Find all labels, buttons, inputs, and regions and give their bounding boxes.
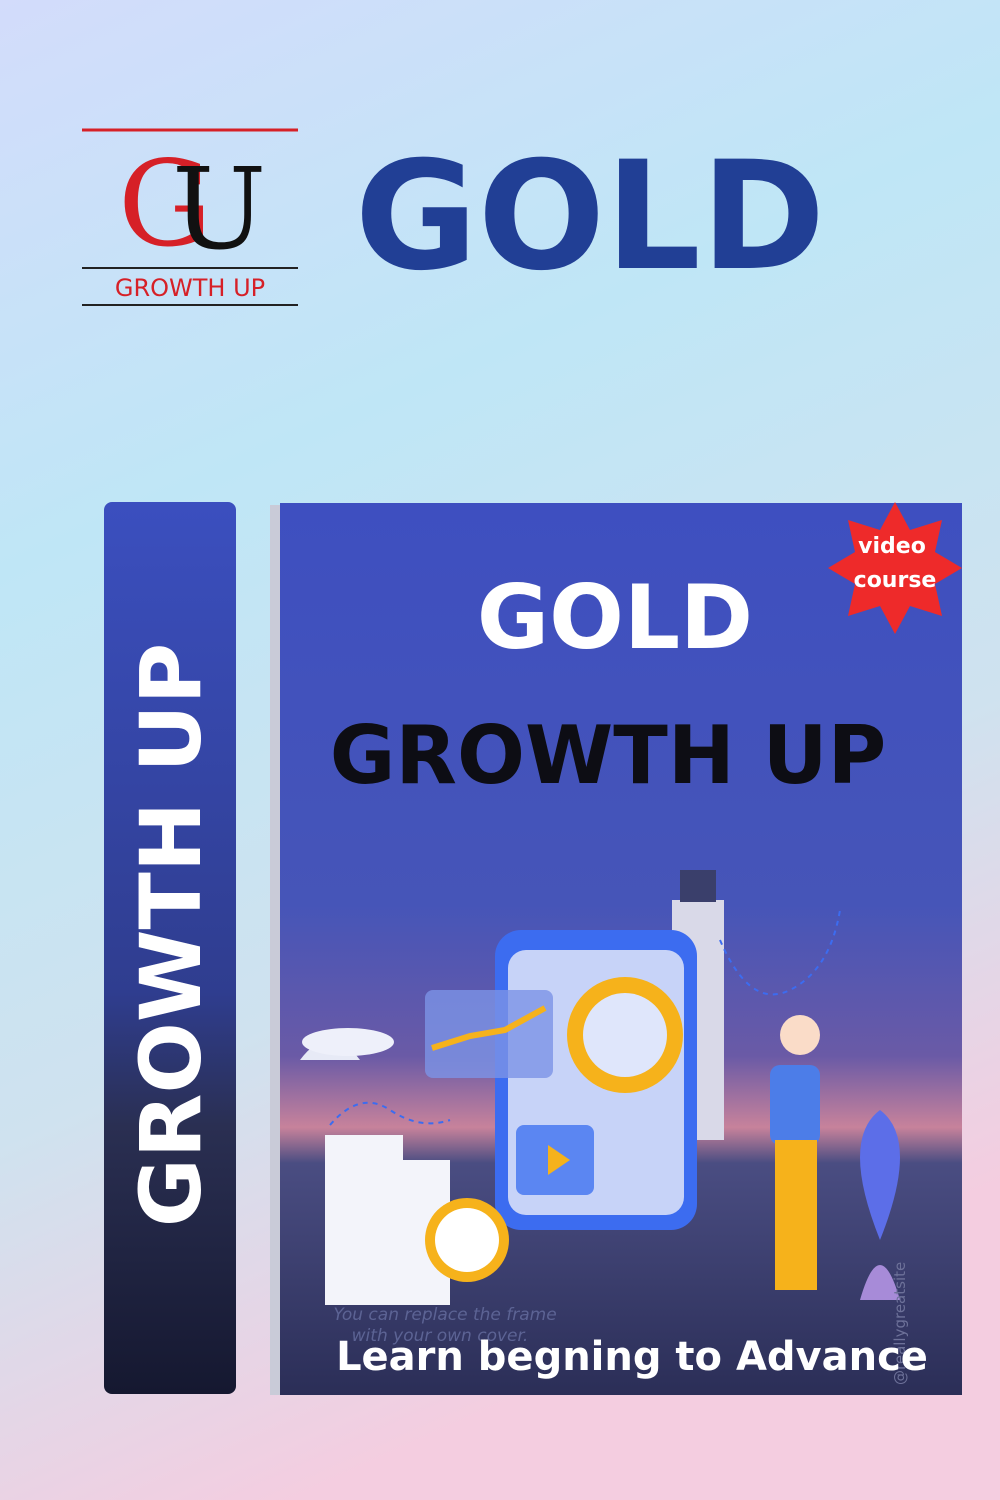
stopwatch-face (435, 1208, 499, 1272)
cover-edge (270, 505, 280, 1395)
trend-arrow (431, 1005, 547, 1051)
logo-letter: U (172, 145, 266, 275)
person (770, 1065, 820, 1145)
cover-subtitle: GROWTH UP (330, 709, 886, 802)
badge (828, 502, 962, 634)
header-title: GOLD (355, 130, 826, 304)
person-head (780, 1015, 820, 1055)
person-legs (775, 1140, 817, 1290)
cover-tagline: Learn begning to Advance (336, 1334, 928, 1380)
logo: G U GROWTH UP (82, 128, 298, 306)
play-icon (548, 1145, 570, 1175)
handle: @reallygreatsite (891, 1262, 909, 1385)
spine-text: GROWTH UP (122, 643, 220, 1227)
watermark: You can replace the frame (333, 1305, 556, 1325)
cover-title: GOLD (477, 566, 753, 669)
dashed-line (719, 909, 841, 996)
shape (325, 1135, 403, 1305)
book-spine (104, 502, 236, 1394)
cloud (302, 1028, 394, 1056)
watermark: with your own cover. (352, 1326, 529, 1346)
badge-text: video (858, 534, 926, 559)
plant-leaf (860, 1110, 900, 1240)
badge-text: course (854, 568, 937, 593)
plant-pot (860, 1265, 900, 1300)
logo-letter: G (118, 135, 212, 273)
logo-caption: GROWTH UP (115, 274, 265, 302)
lighthouse-lamp (680, 870, 716, 902)
magnifier-glass (583, 993, 667, 1077)
dashed-line (329, 1101, 451, 1126)
